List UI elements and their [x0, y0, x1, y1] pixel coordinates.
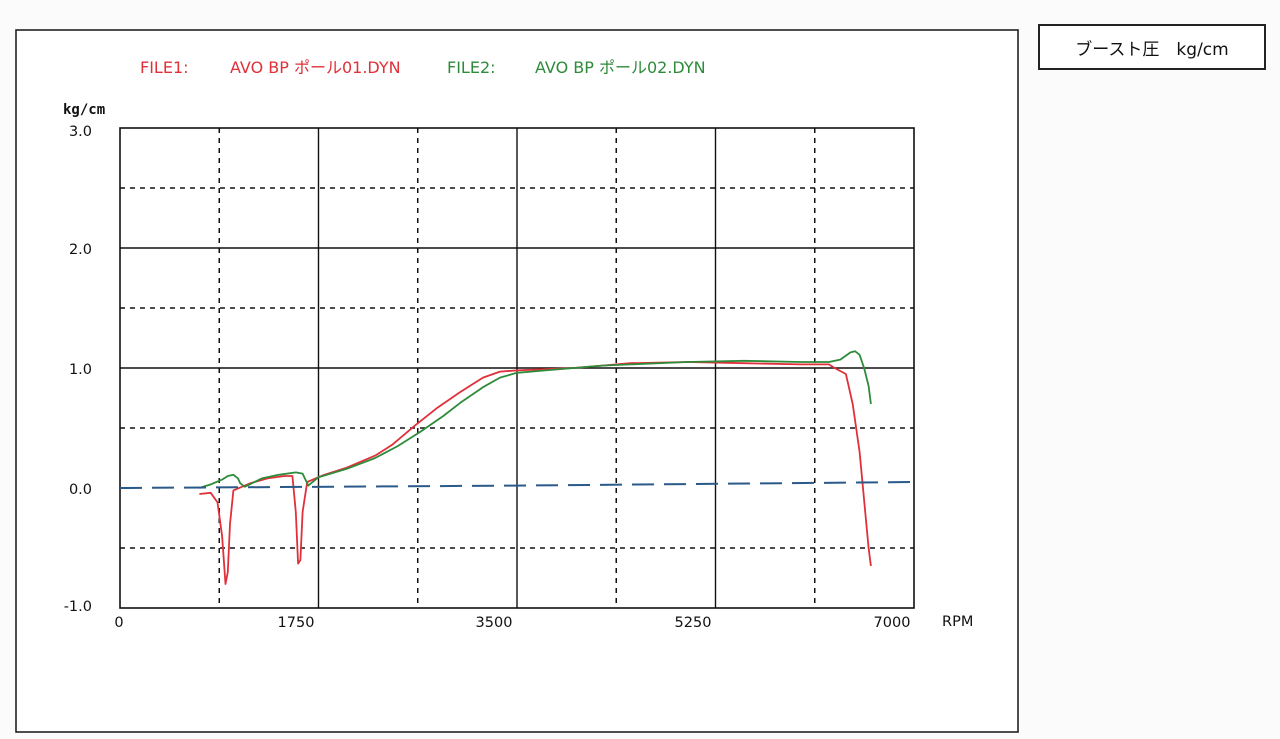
baseline-series-line	[119, 481, 915, 489]
file1-prefix: FILE1:	[140, 58, 189, 77]
y-axis-label: kg/cm	[63, 102, 105, 118]
x-tick-label: 5250	[675, 615, 712, 631]
y-tick-label: -1.0	[64, 599, 92, 615]
x-tick-label: 7000	[874, 615, 911, 631]
x-tick-label: 1750	[278, 615, 315, 631]
plot-area	[119, 127, 915, 609]
y-tick-label: 0.0	[69, 482, 92, 498]
plot-border	[119, 127, 915, 609]
x-axis-label: RPM	[942, 614, 973, 630]
file2-prefix: FILE2:	[447, 58, 496, 77]
x-tick-label: 0	[114, 615, 123, 631]
y-tick-label: 3.0	[69, 124, 92, 140]
x-tick-label: 3500	[476, 615, 513, 631]
y-tick-label: 2.0	[69, 242, 92, 258]
series-line-1	[199, 361, 872, 585]
panel-title-box: ブースト圧 kg/cm	[1038, 24, 1266, 70]
y-tick-label: 1.0	[69, 362, 92, 378]
series-line-2	[199, 350, 872, 489]
panel-title: ブースト圧 kg/cm	[1075, 39, 1229, 60]
file1-name: AVO BP ポール01.DYN	[230, 58, 401, 77]
file2-name: AVO BP ポール02.DYN	[535, 58, 706, 77]
